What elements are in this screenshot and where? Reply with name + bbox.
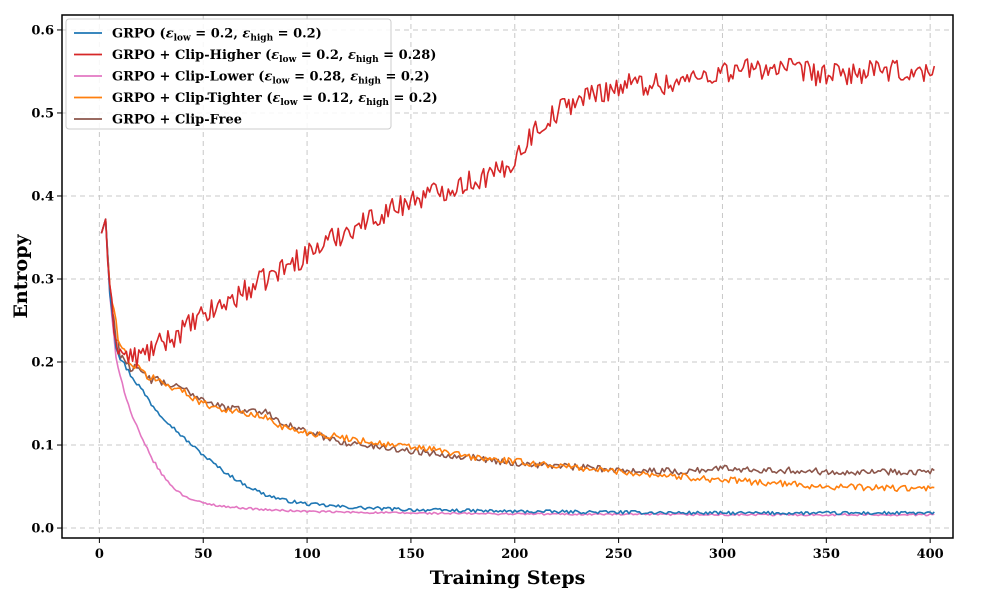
- x-axis-label: Training Steps: [430, 567, 586, 589]
- series-line-grpo-clip-higher: [100, 57, 936, 368]
- x-tick-label: 300: [709, 547, 736, 562]
- legend-entry: GRPO (εlow = 0.2, εhigh = 0.2): [112, 27, 322, 44]
- y-tick-label: 0.2: [31, 356, 54, 371]
- plot-frame: [61, 14, 954, 539]
- legend-entry: GRPO + Clip-Lower (εlow = 0.28, εhigh = …: [112, 70, 430, 87]
- x-tick-label: 350: [813, 547, 840, 562]
- legend-entry: GRPO + Clip-Tighter (εlow = 0.12, εhigh …: [112, 91, 438, 108]
- y-tick-label: 0.1: [31, 439, 54, 454]
- axis-ticks: 0 50 100 150 200 250 300 350 400 0.0 0.1 0.2 0.3 0.4 0…: [31, 23, 943, 562]
- x-tick-label: 200: [501, 547, 528, 562]
- series-line-grpo-clip-tighter: [100, 218, 935, 493]
- x-tick-label: 50: [194, 547, 212, 562]
- y-tick-label: 0.6: [31, 23, 54, 38]
- x-tick-label: 150: [397, 547, 424, 562]
- series-line-grpo-clip-lower: [100, 218, 935, 517]
- series-line-grpo: [100, 218, 935, 516]
- y-tick-label: 0.0: [31, 522, 54, 537]
- y-axis-label: Entropy: [10, 234, 32, 319]
- y-tick-label: 0.3: [31, 272, 54, 287]
- x-tick-label: 100: [294, 547, 321, 562]
- x-tick-label: 400: [917, 547, 944, 562]
- legend-box: [65, 18, 392, 130]
- legend-entry: GRPO + Clip-Free: [112, 113, 242, 128]
- legend: GRPO (εlow = 0.2, εhigh = 0.2) GRPO + Cli…: [65, 18, 438, 130]
- grid: [62, 15, 953, 538]
- series-lines: [100, 57, 936, 517]
- y-tick-label: 0.5: [31, 106, 54, 121]
- x-tick-label: 250: [605, 547, 632, 562]
- y-tick-label: 0.4: [31, 189, 54, 204]
- x-tick-label: 0: [95, 547, 104, 562]
- legend-entry: GRPO + Clip-Higher (εlow = 0.2, εhigh = …: [112, 48, 436, 65]
